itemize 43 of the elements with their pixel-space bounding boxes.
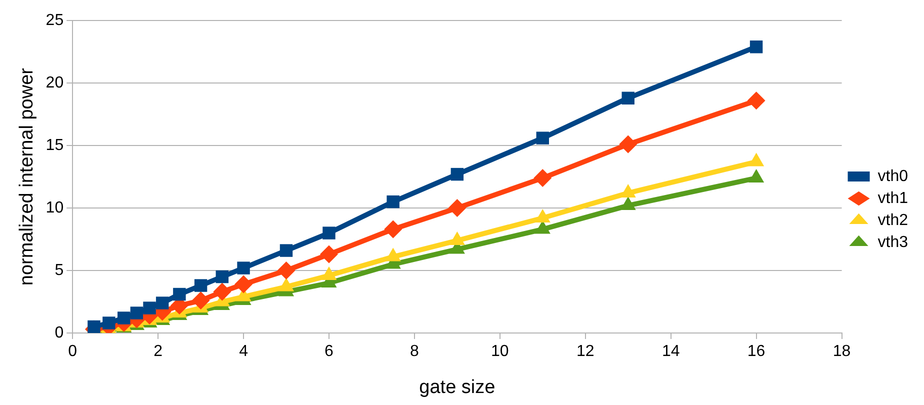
point (534, 209, 550, 223)
point (619, 135, 638, 154)
point (384, 220, 402, 238)
x-tick-label: 0 (68, 343, 78, 360)
point (448, 199, 466, 218)
point (622, 92, 634, 104)
point (385, 248, 401, 262)
y-tick-label: 20 (46, 74, 64, 92)
point (322, 226, 336, 240)
x-tick-label: 18 (832, 343, 851, 360)
point (750, 40, 763, 54)
x-tick-label: 4 (239, 343, 248, 360)
legend-label: vth0 (878, 168, 908, 185)
point (536, 132, 550, 144)
y-tick-label: 5 (54, 262, 64, 279)
x-tick-label: 6 (324, 343, 334, 360)
point (278, 278, 294, 292)
x-tick-label: 12 (576, 343, 594, 360)
point (449, 232, 465, 246)
y-tick-label: 10 (46, 199, 64, 216)
y-tick-label: 0 (54, 324, 64, 342)
point (280, 244, 293, 257)
legend-label: vth3 (878, 234, 908, 251)
y-tick-label: 25 (46, 12, 64, 30)
point (320, 245, 338, 264)
point (748, 169, 764, 183)
x-tick-label: 14 (662, 343, 680, 360)
point (620, 196, 636, 210)
point (747, 92, 766, 110)
y-tick-label: 15 (46, 136, 64, 154)
legend-label: vth2 (878, 212, 908, 229)
point (386, 195, 400, 208)
x-tick-label: 2 (154, 343, 163, 360)
point (450, 168, 464, 181)
x-tick-label: 10 (491, 343, 509, 360)
x-tick-label: 8 (410, 343, 419, 360)
point (620, 184, 636, 198)
point (321, 266, 337, 280)
point (534, 169, 552, 188)
x-tick-label: 16 (747, 343, 766, 360)
legend-label: vth1 (878, 190, 908, 207)
y-axis-title: normalized internal power (16, 67, 38, 286)
x-axis-title: gate size (419, 376, 496, 398)
